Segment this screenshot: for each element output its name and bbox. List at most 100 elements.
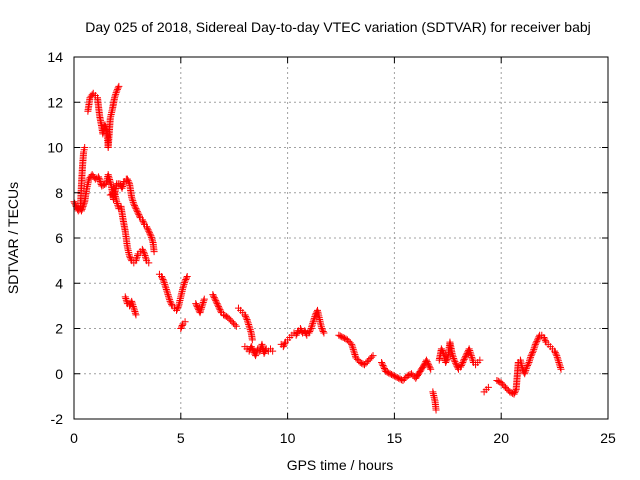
data-point [119, 181, 127, 189]
data-point [245, 322, 253, 330]
data-point [129, 197, 137, 205]
data-point [174, 303, 182, 311]
data-point [293, 330, 301, 338]
data-point [356, 358, 364, 366]
data-point [302, 330, 310, 338]
data-point [468, 355, 476, 363]
data-point [119, 183, 127, 191]
data-point [494, 377, 502, 385]
data-point [305, 329, 313, 337]
data-point [214, 301, 222, 309]
data-point [468, 353, 476, 361]
data-point [350, 347, 358, 355]
data-point [213, 300, 221, 308]
data-point [244, 319, 252, 327]
data-point [249, 346, 257, 354]
data-point [523, 363, 531, 371]
data-point [400, 375, 408, 383]
data-point [551, 347, 559, 355]
y-tick-label: 10 [47, 140, 63, 156]
data-point [166, 297, 174, 305]
data-point [197, 307, 205, 315]
data-point [181, 318, 189, 326]
data-point [96, 177, 104, 185]
data-point [360, 361, 368, 369]
data-point [248, 336, 256, 344]
data-point [128, 297, 136, 305]
data-point [407, 370, 415, 378]
data-point [168, 300, 176, 308]
data-point [368, 353, 376, 361]
data-point [183, 272, 191, 280]
data-point [531, 342, 539, 350]
data-point [200, 295, 208, 303]
data-point [129, 198, 137, 206]
data-point [162, 284, 170, 292]
data-point [124, 177, 132, 185]
data-point [95, 174, 103, 182]
data-point [80, 201, 88, 209]
x-tick-label: 0 [70, 430, 78, 446]
data-point [112, 89, 120, 97]
data-point [457, 361, 465, 369]
data-point [221, 312, 229, 320]
x-tick-label: 5 [177, 430, 185, 446]
data-point [139, 247, 147, 255]
data-point [389, 371, 397, 379]
y-tick-label: -2 [51, 411, 64, 427]
data-point [532, 339, 540, 347]
data-point [140, 219, 148, 227]
data-point [138, 245, 146, 253]
data-point [449, 351, 457, 359]
data-point [382, 367, 390, 375]
data-point [506, 388, 514, 396]
data-point [450, 354, 458, 362]
data-point [209, 291, 217, 299]
data-point [406, 371, 414, 379]
data-point [135, 211, 143, 219]
data-point [452, 359, 460, 367]
data-point [253, 348, 261, 356]
data-point [353, 355, 361, 363]
data-point [165, 294, 173, 302]
data-point [165, 292, 173, 300]
data-point [522, 366, 530, 374]
data-point [296, 325, 304, 332]
data-point [378, 360, 386, 368]
data-point [524, 360, 532, 368]
data-point [343, 336, 351, 344]
data-point [379, 361, 387, 369]
data-point [280, 341, 288, 349]
data-point [146, 230, 154, 238]
data-point [192, 301, 200, 309]
data-point [182, 274, 190, 282]
data-point [166, 296, 174, 304]
data-point [77, 207, 85, 215]
data-point [453, 362, 461, 370]
data-point [120, 179, 128, 187]
data-point [217, 307, 225, 315]
data-point [139, 217, 147, 225]
data-point [309, 319, 317, 327]
data-point [140, 248, 148, 256]
data-point [309, 318, 317, 326]
data-point [78, 205, 86, 213]
data-point [465, 345, 473, 353]
data-point [398, 376, 406, 384]
data-point [388, 371, 396, 379]
data-point [359, 360, 367, 368]
data-point [161, 280, 169, 288]
data-point [521, 368, 529, 376]
data-point [160, 277, 168, 285]
data-point [197, 305, 205, 313]
data-point [160, 279, 168, 287]
data-point [129, 301, 137, 309]
data-point [425, 361, 433, 369]
data-point [113, 87, 121, 95]
data-point [164, 291, 172, 299]
data-point [158, 274, 166, 282]
data-point [248, 344, 256, 352]
tick-labels: 0 5 10 15 20 25 -2 0 2 4 6 8 10 12 14 [47, 49, 616, 446]
data-point [556, 364, 564, 372]
data-point [252, 352, 260, 360]
